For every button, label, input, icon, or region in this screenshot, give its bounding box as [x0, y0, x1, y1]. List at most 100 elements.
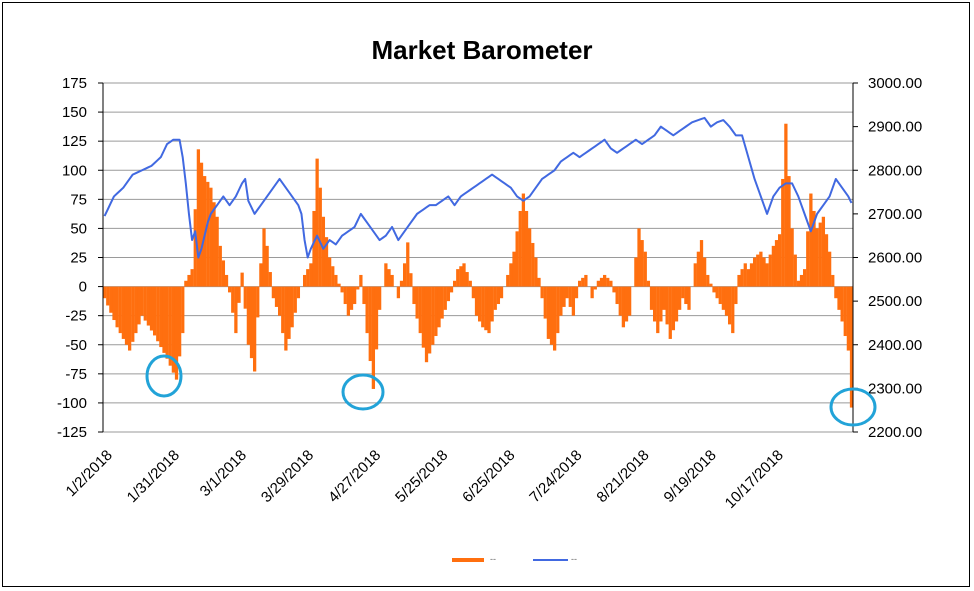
bar — [824, 234, 829, 287]
bar — [474, 286, 479, 316]
bar — [146, 286, 151, 326]
bar — [209, 187, 213, 287]
bar — [465, 272, 469, 287]
line-series — [103, 116, 853, 259]
y-left-tick-label: 175 — [62, 75, 87, 92]
bar — [418, 286, 422, 334]
bar — [446, 286, 451, 302]
bar — [493, 286, 497, 310]
bar — [809, 193, 813, 287]
bar — [628, 286, 632, 316]
bar — [271, 286, 276, 299]
x-tick-label: 5/25/2018 — [392, 447, 451, 506]
bar — [409, 273, 413, 287]
bar — [728, 286, 732, 325]
bar — [340, 286, 344, 293]
bar — [709, 283, 713, 287]
bar — [374, 286, 379, 350]
bar — [731, 286, 735, 334]
bar — [143, 286, 147, 321]
bar — [234, 286, 238, 334]
bar — [593, 286, 597, 290]
bar — [353, 286, 357, 305]
bar — [290, 286, 294, 328]
x-tick-label: 4/27/2018 — [325, 447, 384, 506]
bar — [324, 237, 329, 287]
y-right-tick-label: 2700.00 — [868, 206, 922, 223]
bar — [471, 286, 476, 299]
bar — [753, 257, 757, 287]
bar — [699, 240, 704, 287]
bar — [778, 234, 782, 287]
bar — [156, 286, 160, 342]
bar — [506, 274, 510, 287]
bar — [565, 286, 569, 299]
bar — [846, 286, 851, 351]
bar — [281, 286, 285, 334]
x-tick-label: 10/17/2018 — [722, 447, 787, 512]
bar — [740, 269, 744, 287]
y-right-tick-label: 2900.00 — [868, 119, 922, 136]
y-left-tick-label: 0 — [79, 279, 87, 296]
bar — [768, 254, 772, 287]
bar — [368, 286, 372, 362]
bar — [187, 274, 191, 287]
bar — [687, 286, 691, 310]
bar — [443, 286, 447, 310]
bar — [103, 286, 107, 299]
bar — [621, 286, 626, 328]
bar — [490, 286, 494, 322]
bar — [318, 187, 322, 287]
bar — [512, 251, 516, 287]
y-right-tick-label: 2500.00 — [868, 293, 922, 310]
bar — [487, 286, 491, 334]
bar — [749, 263, 754, 287]
bar — [312, 210, 316, 287]
y-left-tick-label: 75 — [70, 191, 87, 208]
bar — [849, 286, 854, 408]
bar — [343, 286, 347, 305]
bar — [803, 269, 807, 287]
bar — [309, 263, 313, 287]
bar — [662, 286, 666, 310]
bar — [581, 277, 585, 287]
bar — [599, 277, 604, 287]
x-tick-labels: 1/2/2018 1/31/2018 3/1/2018 3/29/2018 4/27/2… — [63, 447, 787, 512]
bar — [106, 286, 110, 306]
bar — [149, 286, 154, 331]
bar — [684, 286, 688, 305]
bar — [549, 286, 554, 345]
bar — [403, 263, 407, 287]
y-right-tick-label: 2300.00 — [868, 380, 922, 397]
bar — [137, 286, 141, 325]
bar — [674, 286, 679, 322]
bar — [362, 286, 366, 305]
bar — [356, 286, 360, 290]
bar — [596, 280, 601, 287]
bar — [131, 286, 135, 342]
bar — [134, 286, 138, 334]
bar — [434, 286, 438, 337]
bar — [459, 266, 463, 287]
bar — [215, 216, 219, 287]
bar — [128, 286, 132, 351]
bar — [746, 269, 751, 287]
bar — [509, 263, 513, 287]
bar — [196, 149, 201, 287]
y-left-tick-label: 100 — [62, 162, 87, 179]
y-left-tick-label: -50 — [65, 337, 87, 354]
x-tick-label: 7/24/2018 — [526, 447, 585, 506]
bar — [462, 263, 466, 287]
bar — [553, 286, 557, 351]
bar — [218, 245, 222, 287]
bar — [721, 286, 726, 310]
y-right-tick-label: 2400.00 — [868, 337, 922, 354]
bar — [821, 216, 826, 287]
bar — [734, 286, 738, 305]
x-tick-label: 1/2/2018 — [63, 447, 116, 500]
bar — [199, 162, 204, 287]
bar — [837, 286, 841, 310]
bar — [784, 123, 788, 287]
highlight-circles — [145, 354, 877, 427]
